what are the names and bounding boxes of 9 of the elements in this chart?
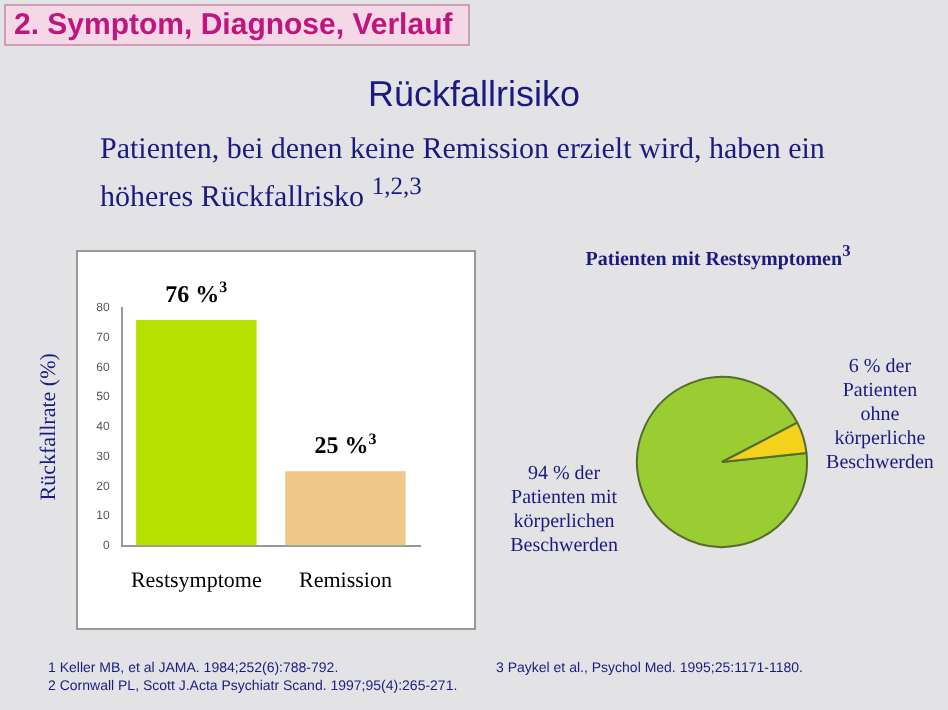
text: 2. Symptom, Diagnose, Verlauf xyxy=(4,4,471,46)
slice-label: 94 % der Patienten mit körperlichen Beschwerden xyxy=(510,462,618,557)
x-tick-label: Remission xyxy=(298,568,393,593)
text: Rückfallrisiko xyxy=(365,74,583,116)
x-tick-label: Restsymptome xyxy=(130,568,262,593)
text: Patienten, bei denen keine Remission erzielt wird, haben ein höheres Rückfallrisko $^{1,2,3}$ xyxy=(100,132,827,216)
chart-title: Patienten mit Restsymptomen$^{3}$ xyxy=(583,242,853,271)
y-axis-title: Rückfallrate (%) xyxy=(36,352,61,501)
slice-label: 6 % der Patienten ohne körperliche Beschwerden xyxy=(826,355,934,474)
